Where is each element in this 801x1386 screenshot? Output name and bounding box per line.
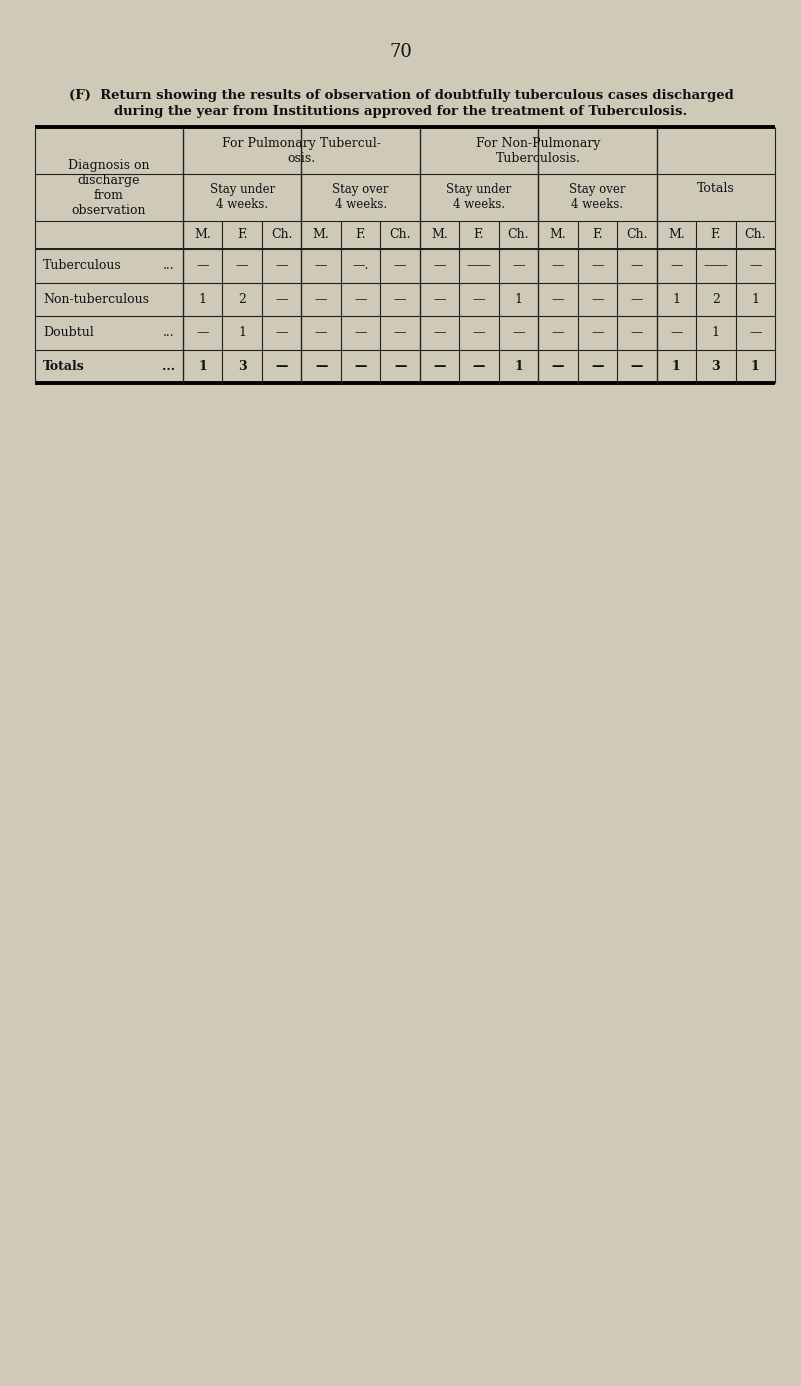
Text: —.: —. xyxy=(352,259,368,272)
Text: Non-tuberculous: Non-tuberculous xyxy=(43,292,149,306)
Text: —: — xyxy=(433,259,446,272)
Text: M.: M. xyxy=(312,229,329,241)
Text: —: — xyxy=(354,326,367,340)
Text: Tuberculous: Tuberculous xyxy=(43,259,122,272)
Text: 1: 1 xyxy=(672,292,680,306)
Text: —: — xyxy=(552,360,564,373)
Text: —: — xyxy=(433,360,445,373)
Text: ...: ... xyxy=(163,326,175,340)
Text: 2: 2 xyxy=(238,292,246,306)
Text: Stay under
4 weeks.: Stay under 4 weeks. xyxy=(210,183,275,212)
Text: Diagnosis on
discharge
from
observation: Diagnosis on discharge from observation xyxy=(68,159,150,218)
Text: 1: 1 xyxy=(199,292,207,306)
Text: 3: 3 xyxy=(711,360,720,373)
Text: —: — xyxy=(473,292,485,306)
Text: Doubtul: Doubtul xyxy=(43,326,94,340)
Text: —: — xyxy=(591,326,604,340)
Text: —: — xyxy=(315,259,328,272)
Text: —: — xyxy=(276,360,288,373)
Text: Ch.: Ch. xyxy=(508,229,529,241)
Text: 1: 1 xyxy=(514,360,523,373)
Text: —: — xyxy=(591,292,604,306)
Text: (F)  Return showing the results of observation of doubtfully tuberculous cases d: (F) Return showing the results of observ… xyxy=(69,89,734,101)
Text: ...: ... xyxy=(162,360,175,373)
Text: ——: —— xyxy=(466,259,492,272)
Text: F.: F. xyxy=(710,229,721,241)
Text: —: — xyxy=(276,292,288,306)
Text: 1: 1 xyxy=(712,326,720,340)
Text: F.: F. xyxy=(473,229,485,241)
Text: 3: 3 xyxy=(238,360,247,373)
Text: For Non-Pulmonary
Tuberculosis.: For Non-Pulmonary Tuberculosis. xyxy=(476,136,601,165)
Text: —: — xyxy=(433,326,446,340)
Text: —: — xyxy=(196,326,209,340)
Text: —: — xyxy=(315,292,328,306)
Text: For Pulmonary Tubercul-
osis.: For Pulmonary Tubercul- osis. xyxy=(222,136,380,165)
Text: M.: M. xyxy=(668,229,685,241)
Text: Totals: Totals xyxy=(697,182,735,194)
Text: —: — xyxy=(394,326,406,340)
Text: 1: 1 xyxy=(514,292,522,306)
Text: —: — xyxy=(196,259,209,272)
Text: —: — xyxy=(749,326,762,340)
Text: —: — xyxy=(394,360,406,373)
Text: F.: F. xyxy=(592,229,602,241)
Text: M.: M. xyxy=(195,229,211,241)
Text: —: — xyxy=(630,259,643,272)
Text: —: — xyxy=(670,326,682,340)
Text: 1: 1 xyxy=(751,360,759,373)
Text: —: — xyxy=(630,292,643,306)
Text: —: — xyxy=(512,326,525,340)
Text: F.: F. xyxy=(356,229,366,241)
Text: Ch.: Ch. xyxy=(271,229,292,241)
Text: —: — xyxy=(315,360,328,373)
Text: —: — xyxy=(473,360,485,373)
Text: M.: M. xyxy=(549,229,566,241)
Text: —: — xyxy=(276,259,288,272)
Text: Stay under
4 weeks.: Stay under 4 weeks. xyxy=(446,183,512,212)
Text: Totals: Totals xyxy=(43,360,85,373)
Text: —: — xyxy=(354,360,367,373)
Text: —: — xyxy=(433,292,446,306)
Text: 2: 2 xyxy=(712,292,720,306)
Text: —: — xyxy=(591,259,604,272)
Text: —: — xyxy=(630,360,643,373)
Text: —: — xyxy=(512,259,525,272)
Text: 70: 70 xyxy=(389,43,413,61)
Text: —: — xyxy=(670,259,682,272)
Text: —: — xyxy=(552,292,564,306)
Text: F.: F. xyxy=(237,229,248,241)
Text: 1: 1 xyxy=(238,326,246,340)
Text: Stay over
4 weeks.: Stay over 4 weeks. xyxy=(570,183,626,212)
Text: Ch.: Ch. xyxy=(389,229,411,241)
Text: —: — xyxy=(591,360,604,373)
Text: Ch.: Ch. xyxy=(626,229,648,241)
Text: —: — xyxy=(276,326,288,340)
Text: —: — xyxy=(394,292,406,306)
Text: —: — xyxy=(552,259,564,272)
Text: 1: 1 xyxy=(751,292,759,306)
Text: —: — xyxy=(749,259,762,272)
Text: ——: —— xyxy=(703,259,728,272)
Text: ...: ... xyxy=(163,259,175,272)
Text: M.: M. xyxy=(431,229,448,241)
Text: Ch.: Ch. xyxy=(744,229,766,241)
Text: Stay over
4 weeks.: Stay over 4 weeks. xyxy=(332,183,388,212)
Text: —: — xyxy=(473,326,485,340)
Text: —: — xyxy=(315,326,328,340)
Text: —: — xyxy=(394,259,406,272)
Text: during the year from Institutions approved for the treatment of Tuberculosis.: during the year from Institutions approv… xyxy=(115,105,687,118)
Text: —: — xyxy=(236,259,248,272)
Text: —: — xyxy=(630,326,643,340)
Text: —: — xyxy=(354,292,367,306)
Text: —: — xyxy=(552,326,564,340)
Text: 1: 1 xyxy=(672,360,681,373)
Text: 1: 1 xyxy=(199,360,207,373)
